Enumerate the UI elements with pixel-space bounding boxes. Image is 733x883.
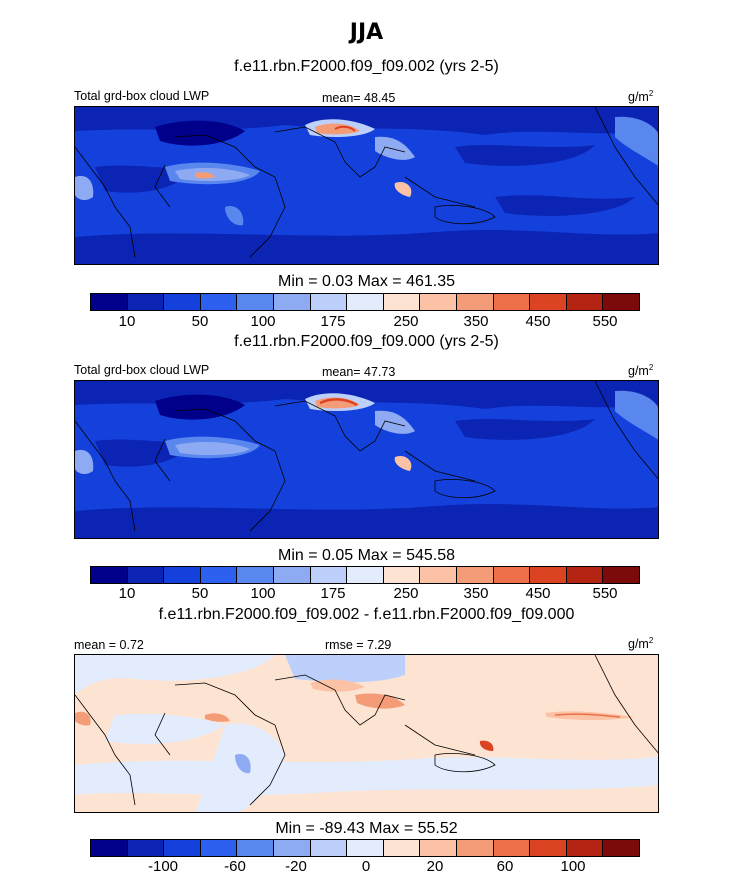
panel1-colorbar — [90, 293, 640, 311]
panel1-case-title: f.e11.rbn.F2000.f09_f09.002 (yrs 2-5) — [234, 58, 499, 75]
colorbar-segment — [383, 840, 421, 856]
colorbar-segment — [566, 840, 604, 856]
colorbar-segment — [493, 567, 531, 583]
panel1-map — [74, 106, 659, 265]
panel1-tick-label: 50 — [191, 313, 209, 330]
colorbar-segment — [347, 294, 384, 310]
colorbar-segment — [273, 567, 311, 583]
colorbar-segment — [127, 294, 165, 310]
colorbar-segment — [456, 294, 494, 310]
colorbar-segment — [273, 840, 311, 856]
panel2-tick-label: 450 — [525, 585, 551, 602]
panel1-minmax: Min = 0.03 Max = 461.35 — [278, 273, 455, 290]
colorbar-segment — [603, 567, 639, 583]
colorbar-segment — [420, 567, 457, 583]
panel3-case-title: f.e11.rbn.F2000.f09_f09.002 - f.e11.rbn.… — [158, 606, 575, 623]
panel1-mean-label: mean= 48.45 — [322, 91, 396, 105]
colorbar-segment — [530, 294, 567, 310]
panel3-map — [74, 654, 659, 813]
colorbar-segment — [310, 294, 348, 310]
colorbar-segment — [456, 567, 494, 583]
colorbar-segment — [200, 840, 238, 856]
figure-title: JJA — [349, 20, 384, 45]
colorbar-segment — [530, 567, 567, 583]
panel3-tick-label: -60 — [224, 858, 246, 875]
panel3-tick-label: 100 — [560, 858, 586, 875]
panel2-field-label: Total grd-box cloud LWP — [74, 363, 210, 377]
colorbar-segment — [200, 567, 238, 583]
panel3-tick-label: -20 — [285, 858, 307, 875]
colorbar-segment — [347, 567, 384, 583]
colorbar-segment — [383, 567, 421, 583]
panel2-tick-label: 250 — [393, 585, 419, 602]
panel3-rmse-label: rmse = 7.29 — [325, 638, 392, 652]
colorbar-segment — [347, 840, 384, 856]
colorbar-segment — [603, 840, 639, 856]
panel1-tick-label: 10 — [118, 313, 136, 330]
colorbar-segment — [164, 567, 201, 583]
colorbar-segment — [310, 840, 348, 856]
panel2-map — [74, 380, 659, 539]
colorbar-segment — [200, 294, 238, 310]
panel1-field-label: Total grd-box cloud LWP — [74, 89, 210, 103]
colorbar-segment — [164, 294, 201, 310]
panel2-tick-label: 175 — [320, 585, 346, 602]
colorbar-segment — [420, 294, 457, 310]
colorbar-segment — [127, 840, 165, 856]
colorbar-segment — [164, 840, 201, 856]
colorbar-segment — [420, 840, 457, 856]
colorbar-segment — [493, 840, 531, 856]
colorbar-segment — [456, 840, 494, 856]
panel2-tick-label: 50 — [191, 585, 209, 602]
panel1-tick-label: 250 — [393, 313, 419, 330]
panel3-tick-label: 60 — [496, 858, 514, 875]
panel2-units: g/m2 — [628, 363, 654, 379]
panel3-units: g/m2 — [628, 636, 654, 652]
panel3-minmax: Min = -89.43 Max = 55.52 — [275, 820, 458, 837]
colorbar-segment — [91, 294, 128, 310]
colorbar-segment — [237, 294, 274, 310]
panel1-units: g/m2 — [628, 89, 654, 105]
panel1-tick-label: 175 — [320, 313, 346, 330]
panel2-mean-label: mean= 47.73 — [322, 365, 396, 379]
colorbar-segment — [383, 294, 421, 310]
panel3-mean-label: mean = 0.72 — [74, 638, 144, 652]
panel2-tick-label: 100 — [250, 585, 276, 602]
colorbar-segment — [310, 567, 348, 583]
panel2-tick-label: 350 — [463, 585, 489, 602]
panel1-tick-label: 350 — [463, 313, 489, 330]
panel1-tick-label: 450 — [525, 313, 551, 330]
panel3-tick-label: -100 — [147, 858, 179, 875]
panel3-tick-label: 0 — [361, 858, 371, 875]
colorbar-segment — [237, 567, 274, 583]
colorbar-segment — [566, 294, 604, 310]
panel2-tick-label: 10 — [118, 585, 136, 602]
colorbar-segment — [493, 294, 531, 310]
panel3-colorbar — [90, 839, 640, 857]
colorbar-segment — [566, 567, 604, 583]
panel1-tick-label: 550 — [592, 313, 618, 330]
panel2-minmax: Min = 0.05 Max = 545.58 — [278, 547, 455, 564]
colorbar-segment — [273, 294, 311, 310]
panel2-case-title: f.e11.rbn.F2000.f09_f09.000 (yrs 2-5) — [234, 333, 499, 350]
panel3-tick-label: 20 — [426, 858, 444, 875]
colorbar-segment — [91, 567, 128, 583]
colorbar-segment — [127, 567, 165, 583]
colorbar-segment — [91, 840, 128, 856]
panel1-tick-label: 100 — [250, 313, 276, 330]
colorbar-segment — [530, 840, 567, 856]
colorbar-segment — [603, 294, 639, 310]
panel2-tick-label: 550 — [592, 585, 618, 602]
colorbar-segment — [237, 840, 274, 856]
panel2-colorbar — [90, 566, 640, 584]
